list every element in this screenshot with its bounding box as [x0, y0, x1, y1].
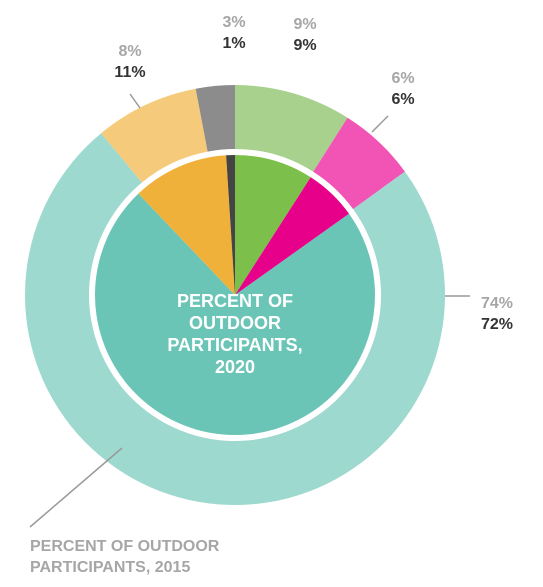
slice [24, 133, 445, 506]
slice [101, 88, 208, 183]
series-name: PERCENT OF OUTDOOR PARTICIPANTS, 2020 [167, 291, 302, 377]
slice [235, 177, 350, 295]
slice [235, 85, 348, 172]
value-label: 3% [222, 14, 245, 31]
value-label: 6% [391, 70, 414, 87]
name-line: PERCENT OF [177, 291, 293, 311]
value-label: 72% [481, 316, 513, 333]
value-label: 11% [114, 64, 145, 81]
value-label: 9% [293, 16, 316, 33]
name-line: PARTICIPANTS, 2015 [30, 559, 190, 576]
series-name: PERCENT OF OUTDOOR PARTICIPANTS, 2015 [30, 538, 220, 576]
value-label: 8% [118, 43, 141, 60]
leader-line [371, 115, 389, 133]
value-label: 6% [391, 91, 414, 108]
name-line: OUTDOOR [189, 313, 281, 333]
slice [235, 155, 311, 295]
slice [94, 193, 375, 435]
value-label: 9% [293, 37, 316, 54]
slice [226, 155, 235, 295]
value-label: 1% [222, 35, 245, 52]
slice [313, 117, 405, 210]
slice [195, 85, 235, 152]
rings [24, 85, 445, 506]
leader-line [129, 93, 141, 109]
leader-line [29, 447, 123, 528]
name-line: 2020 [215, 357, 255, 377]
name-line: PERCENT OF OUTDOOR [30, 538, 220, 555]
name-line: PARTICIPANTS, [167, 335, 302, 355]
slice [138, 155, 235, 295]
value-label: 74% [481, 295, 513, 312]
